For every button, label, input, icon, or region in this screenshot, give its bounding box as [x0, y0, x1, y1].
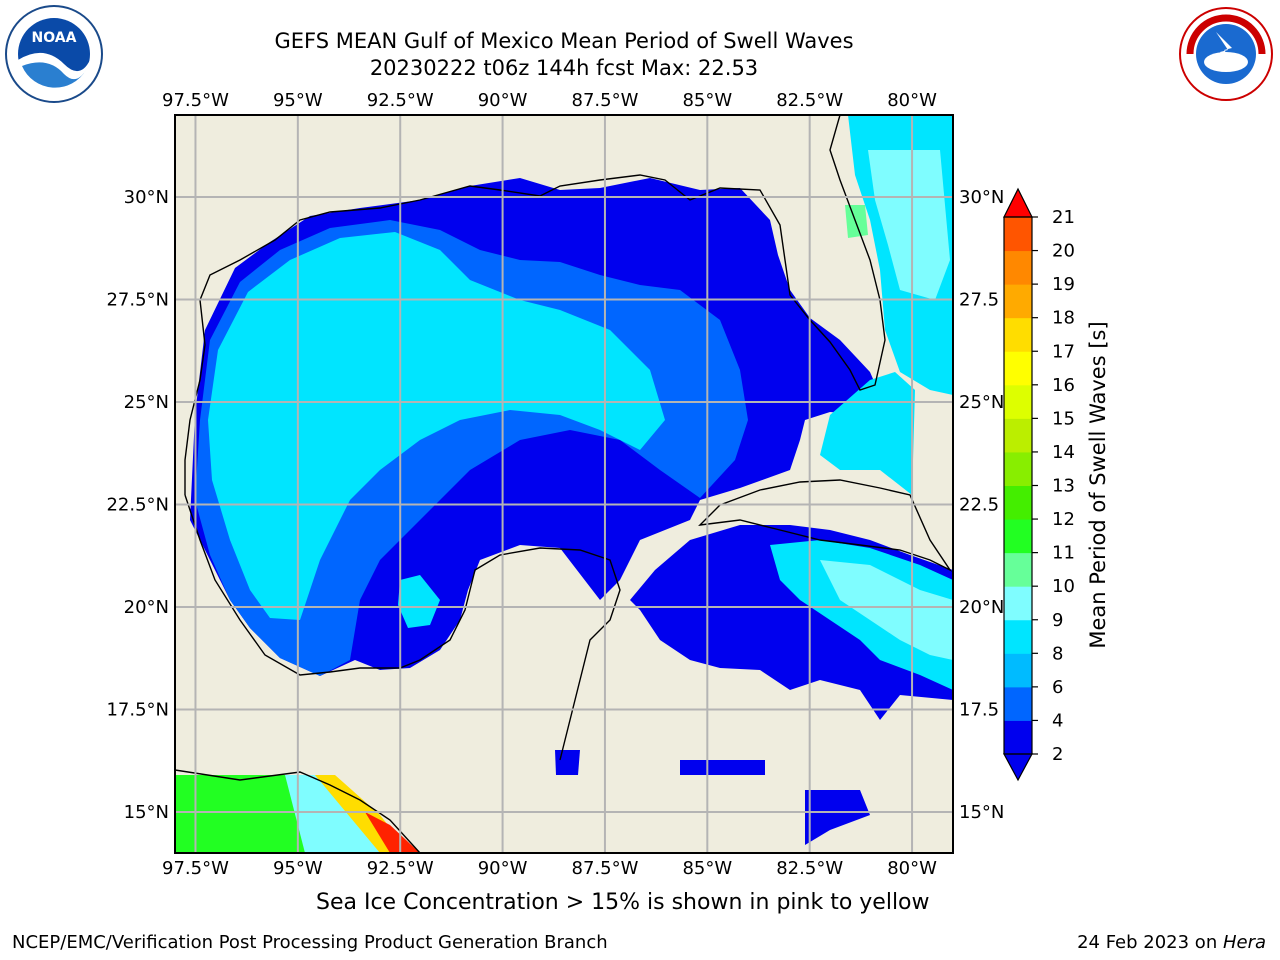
lon-label-top: 82.5°W	[776, 90, 843, 111]
pacific-band-green	[175, 775, 310, 853]
colorbar-segment	[1004, 451, 1032, 486]
lat-label-left: 25°N	[124, 392, 169, 413]
lon-label-top: 90°W	[478, 90, 528, 111]
lon-label-top: 97.5°W	[162, 90, 229, 111]
colorbar-segment	[1004, 552, 1032, 587]
colorbar-segment	[1004, 686, 1032, 721]
colorbar-segment	[1004, 720, 1032, 755]
lon-label-bottom: 92.5°W	[367, 858, 434, 879]
colorbar-tick-label: 19	[1052, 274, 1075, 295]
caribbean-band-cyan	[770, 540, 953, 690]
coastline-gulf	[184, 115, 886, 495]
lon-label-top: 87.5°W	[572, 90, 639, 111]
colorbar-tick-label: 17	[1052, 341, 1075, 362]
nws-logo	[1179, 7, 1273, 101]
atlantic-band-light	[868, 150, 950, 300]
sea-ice-note: Sea Ice Concentration > 15% is shown in …	[316, 890, 930, 915]
colorbar-tick-label: 14	[1052, 442, 1075, 463]
lat-label-right: 27.5	[959, 290, 999, 311]
lat-label-left: 27.5°N	[106, 290, 169, 311]
atlantic-band-green	[845, 205, 868, 238]
colorbar-tick-label: 16	[1052, 375, 1075, 396]
footer-date-text: 24 Feb 2023 on	[1077, 932, 1223, 953]
colorbar-segment	[1004, 284, 1032, 319]
colorbar: 2 4 6 8 9 10 11 12 13 14 15 16 17 18 19 20 21	[1002, 187, 1075, 782]
chart-title: GEFS MEAN Gulf of Mexico Mean Period of …	[274, 29, 854, 53]
colorbar-tick-label: 18	[1052, 308, 1075, 329]
lat-label-right: 20°N	[959, 597, 1004, 618]
colorbar-segment	[1004, 351, 1032, 386]
colorbar-segment	[1004, 418, 1032, 453]
coastline-central-america	[175, 769, 421, 853]
caribbean-band-blue-2	[680, 760, 765, 775]
svg-text:NOAA: NOAA	[32, 30, 77, 46]
colorbar-segment	[1004, 485, 1032, 520]
colorbar-segment	[1004, 619, 1032, 654]
lat-label-left: 20°N	[124, 597, 169, 618]
lon-label-bottom: 87.5°W	[572, 858, 639, 879]
lat-label-right: 17.5	[959, 700, 999, 721]
lat-label-left: 22.5°N	[106, 495, 169, 516]
lon-label-bottom: 80°W	[887, 858, 937, 879]
lat-label-right: 15°N	[959, 802, 1004, 823]
gulf-band-cyan-2	[398, 575, 440, 628]
caribbean-band-blue-4	[555, 750, 580, 775]
lat-label-left: 17.5°N	[106, 700, 169, 721]
colorbar-tick-label: 12	[1052, 509, 1075, 530]
map-frame	[174, 114, 954, 854]
tick-labels: 97.5°W 97.5°W 95°W 95°W 92.5°W 92.5°W 90°W 90°W…	[106, 90, 1004, 879]
lon-label-top: 92.5°W	[367, 90, 434, 111]
caribbean-band-light	[820, 560, 953, 660]
colorbar-segment	[1004, 384, 1032, 419]
lon-label-top: 80°W	[887, 90, 937, 111]
colorbar-segment	[1004, 217, 1032, 252]
colorbar-tick-label: 20	[1052, 241, 1075, 262]
colorbar-segment	[1004, 250, 1032, 285]
lat-label-right: 22.5	[959, 495, 999, 516]
coastline-mexico	[184, 494, 621, 761]
colorbar-under-arrow	[1002, 753, 1034, 782]
gulf-band-cyan	[208, 232, 665, 620]
graticule	[175, 115, 953, 853]
chart-subtitle: 20230222 t06z 144h fcst Max: 22.53	[369, 56, 759, 80]
colorbar-tick-label: 11	[1052, 543, 1075, 564]
colorbar-segment	[1004, 317, 1032, 352]
lat-label-left: 30°N	[124, 187, 169, 208]
colorbar-segment	[1004, 653, 1032, 688]
lat-label-right: 30°N	[959, 187, 1004, 208]
lat-label-right: 25°N	[959, 392, 1004, 413]
footer-credit: NCEP/EMC/Verification Post Processing Pr…	[12, 932, 608, 953]
lat-label-left: 15°N	[124, 802, 169, 823]
coastline-cuba	[698, 479, 953, 572]
colorbar-tick-label: 15	[1052, 408, 1075, 429]
lon-label-top: 95°W	[273, 90, 323, 111]
footer-date: 24 Feb 2023 on Hera	[1077, 932, 1266, 953]
lon-label-bottom: 97.5°W	[162, 858, 229, 879]
colorbar-tick-label: 10	[1052, 576, 1075, 597]
lon-label-top: 85°W	[682, 90, 732, 111]
colorbar-tick-label: 13	[1052, 476, 1075, 497]
colorbar-tick-label: 21	[1052, 207, 1075, 228]
colorbar-tick-label: 9	[1052, 610, 1063, 631]
colorbar-label: Mean Period of Swell Waves [s]	[1086, 321, 1110, 649]
colorbar-segment	[1004, 519, 1032, 554]
pacific-band-red	[365, 812, 420, 853]
footer-machine: Hera	[1222, 932, 1266, 953]
colorbar-segment	[1004, 586, 1032, 621]
caribbean-band-blue-3	[805, 790, 870, 845]
colorbar-tick-label: 8	[1052, 643, 1063, 664]
colorbar-tick-label: 4	[1052, 710, 1063, 731]
noaa-logo: NOAA	[5, 5, 103, 103]
lon-label-bottom: 90°W	[478, 858, 528, 879]
colorbar-over-arrow	[1003, 187, 1033, 218]
colorbar-tick-label: 6	[1052, 677, 1063, 698]
lon-label-bottom: 95°W	[273, 858, 323, 879]
lon-label-bottom: 82.5°W	[776, 858, 843, 879]
lon-label-bottom: 85°W	[682, 858, 732, 879]
pacific-band-light	[285, 775, 380, 853]
colorbar-tick-label: 2	[1052, 744, 1063, 765]
